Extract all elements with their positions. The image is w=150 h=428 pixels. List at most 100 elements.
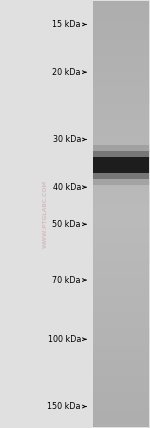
Bar	[93, 73, 149, 77]
Bar	[93, 265, 149, 270]
Bar	[93, 291, 149, 295]
Bar	[93, 253, 149, 257]
Bar	[93, 342, 149, 346]
Bar	[93, 43, 149, 48]
Bar	[93, 346, 149, 351]
Bar	[93, 60, 149, 65]
Bar	[93, 35, 149, 39]
Bar	[93, 355, 149, 359]
Bar	[93, 180, 149, 184]
Bar	[93, 120, 149, 125]
Bar	[93, 363, 149, 368]
Bar	[93, 201, 149, 205]
Bar	[93, 1, 149, 5]
Bar	[93, 26, 149, 30]
Bar	[93, 261, 149, 265]
Bar	[93, 193, 149, 197]
Bar	[93, 82, 149, 86]
Bar	[93, 77, 149, 82]
Bar	[93, 299, 149, 303]
Bar	[93, 154, 149, 158]
Bar	[93, 142, 149, 146]
Bar	[93, 129, 149, 133]
Bar	[93, 419, 149, 423]
Bar	[93, 90, 149, 95]
Bar	[93, 286, 149, 291]
Bar	[93, 214, 149, 218]
Bar	[93, 125, 149, 129]
Bar	[93, 30, 149, 35]
Bar	[93, 175, 149, 180]
Bar	[93, 402, 149, 406]
Bar	[93, 380, 149, 385]
Bar	[93, 210, 149, 214]
Text: 100 kDa: 100 kDa	[48, 335, 81, 344]
Bar	[93, 145, 149, 185]
Text: 150 kDa: 150 kDa	[47, 402, 81, 411]
Bar	[93, 112, 149, 116]
Bar	[93, 270, 149, 274]
Bar	[93, 56, 149, 60]
Bar	[93, 321, 149, 325]
Text: 15 kDa: 15 kDa	[52, 20, 81, 29]
Bar	[93, 86, 149, 90]
Bar	[93, 351, 149, 355]
Bar	[93, 414, 149, 419]
Bar	[93, 359, 149, 363]
Bar	[93, 107, 149, 112]
Text: 50 kDa: 50 kDa	[52, 220, 81, 229]
Bar	[93, 14, 149, 18]
Bar	[93, 218, 149, 223]
Bar	[93, 39, 149, 43]
Bar	[93, 325, 149, 329]
Bar	[93, 205, 149, 210]
Bar	[93, 398, 149, 402]
Bar	[93, 410, 149, 414]
Bar	[93, 171, 149, 175]
Bar	[93, 282, 149, 286]
Bar	[93, 133, 149, 137]
Bar	[93, 303, 149, 308]
Bar	[93, 9, 149, 14]
Bar	[93, 406, 149, 410]
Bar	[93, 248, 149, 253]
Bar	[93, 240, 149, 244]
Bar	[93, 137, 149, 142]
Bar	[93, 163, 149, 167]
Bar	[93, 333, 149, 338]
Bar	[93, 48, 149, 52]
Bar	[93, 5, 149, 9]
Bar	[93, 184, 149, 188]
Bar	[93, 316, 149, 321]
Bar	[93, 103, 149, 107]
Bar	[93, 188, 149, 193]
Bar	[93, 22, 149, 26]
Bar	[93, 95, 149, 99]
Text: 40 kDa: 40 kDa	[52, 183, 81, 192]
Bar	[93, 146, 149, 150]
Bar	[93, 231, 149, 235]
Bar	[93, 235, 149, 240]
Text: 20 kDa: 20 kDa	[52, 68, 81, 77]
Bar	[93, 167, 149, 171]
Bar	[93, 116, 149, 120]
Bar	[93, 197, 149, 201]
Bar	[93, 338, 149, 342]
Bar	[93, 99, 149, 103]
Bar	[93, 274, 149, 278]
Bar	[93, 18, 149, 22]
Bar	[93, 151, 149, 179]
Bar	[93, 393, 149, 398]
Bar	[93, 312, 149, 316]
Bar	[93, 308, 149, 312]
Text: 30 kDa: 30 kDa	[52, 135, 81, 144]
Bar	[93, 69, 149, 73]
Bar	[93, 376, 149, 380]
Bar	[93, 389, 149, 393]
Bar	[93, 423, 149, 427]
Bar	[93, 52, 149, 56]
Bar	[93, 295, 149, 299]
Bar	[93, 223, 149, 227]
Text: 70 kDa: 70 kDa	[52, 276, 81, 285]
Bar	[93, 257, 149, 261]
